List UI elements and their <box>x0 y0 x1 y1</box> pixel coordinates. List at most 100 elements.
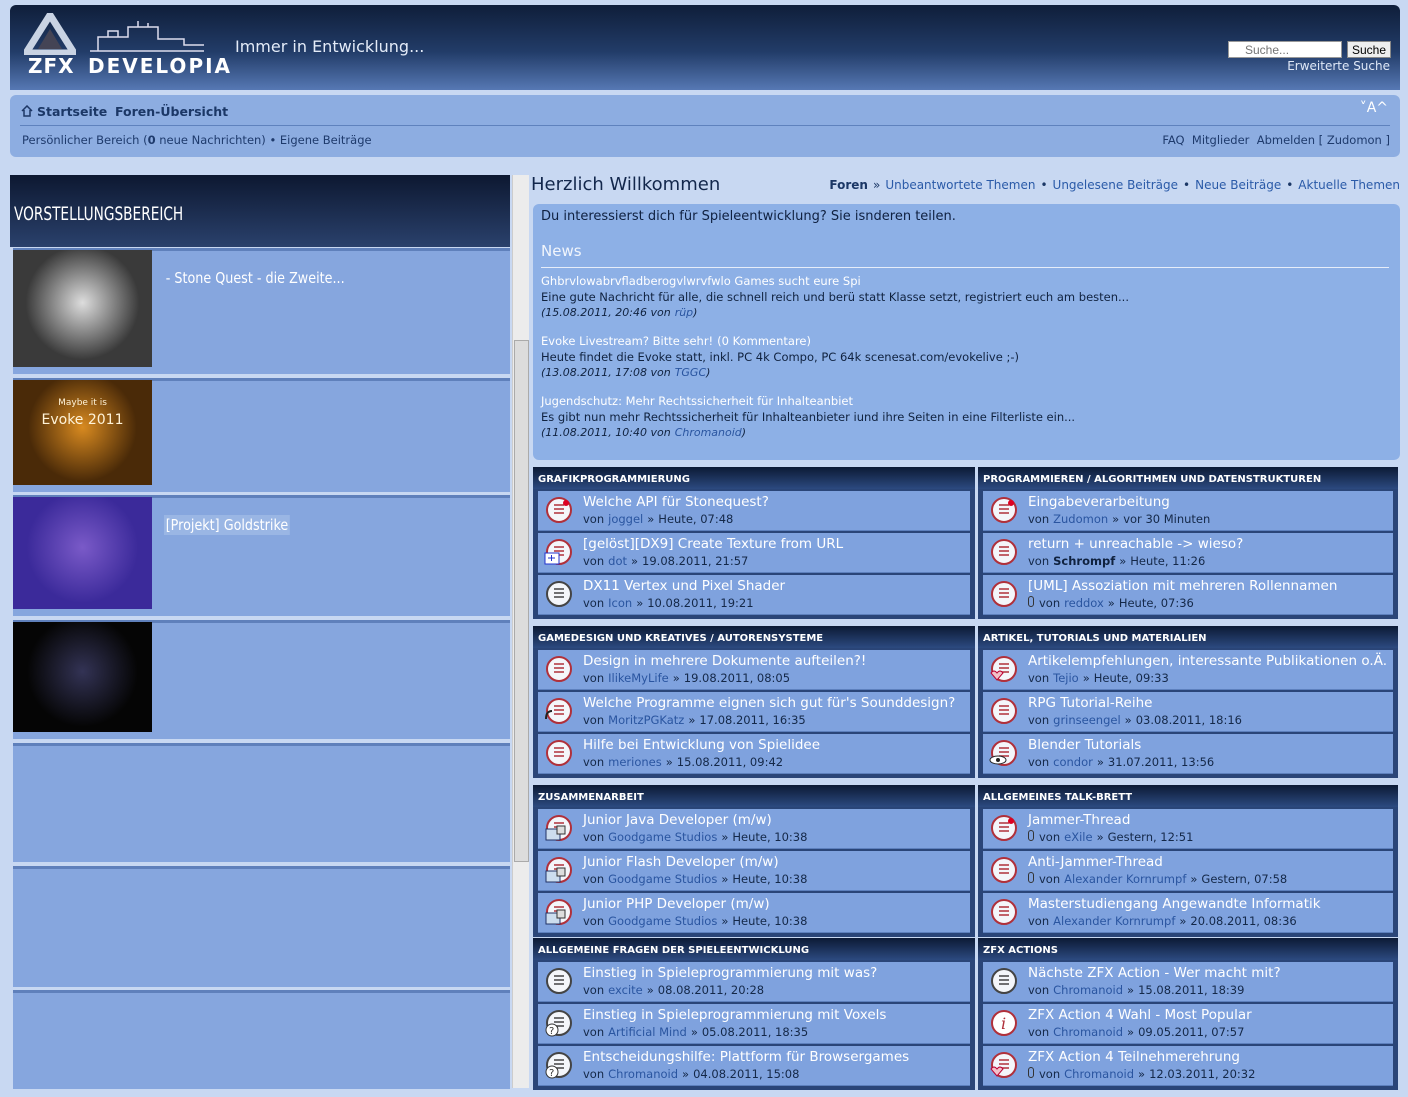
scroll-thumb[interactable] <box>514 340 529 862</box>
topic-title[interactable]: Welche Programme eignen sich gut für's S… <box>583 695 956 711</box>
topic-row[interactable]: Junior PHP Developer (m/w) von Goodgame St… <box>538 893 970 933</box>
topic-author[interactable]: IlikeMyLife <box>608 671 669 685</box>
topic-author[interactable]: Schrompf <box>1053 554 1116 568</box>
quick-link[interactable]: Aktuelle Themen <box>1298 178 1400 192</box>
topic-row[interactable]: RPG Tutorial-Reihe von grinseengel» 03.08.2… <box>983 692 1393 732</box>
breadcrumb[interactable]: Foren-Übersicht <box>115 104 229 119</box>
breadcrumb[interactable]: Startseite <box>37 104 108 119</box>
topic-row[interactable]: ? Entscheidungshilfe: Plattform für Brows… <box>538 1046 970 1086</box>
topic-title[interactable]: [gelöst][DX9] Create Texture from URL <box>583 536 844 552</box>
topic-author[interactable]: reddox <box>1064 596 1104 610</box>
topic-author[interactable]: excite <box>608 983 643 997</box>
topic-row[interactable]: [UML] Assoziation mit mehreren Rollennam… <box>983 575 1393 615</box>
topic-author[interactable]: Icon <box>608 596 633 610</box>
topic-title[interactable]: [UML] Assoziation mit mehreren Rollennam… <box>1028 578 1338 594</box>
topic-author[interactable]: Artificial Mind <box>608 1025 687 1039</box>
topic-row[interactable]: Junior Flash Developer (m/w) von Goodgame … <box>538 851 970 891</box>
topic-author[interactable]: Alexander Kornrumpf <box>1053 914 1176 928</box>
topic-row[interactable]: Welche Programme eignen sich gut für's S… <box>538 692 970 732</box>
quick-link[interactable]: Ungelesene Beiträge <box>1052 178 1179 192</box>
topic-row[interactable]: Masterstudiengang Angewandte Informatik v… <box>983 893 1393 933</box>
topic-row[interactable]: Eingabeverarbeitung von Zudomon» vor 30 Min… <box>983 491 1393 531</box>
topic-title[interactable]: Welche API für Stonequest? <box>583 494 769 510</box>
topic-title[interactable]: ZFX Action 4 Wahl - Most Popular <box>1028 1007 1252 1023</box>
topic-author[interactable]: Zudomon <box>1053 512 1109 526</box>
topic-title[interactable]: Junior PHP Developer (m/w) <box>583 896 770 912</box>
topic-row[interactable]: Anti-Jammer-Thread von Alexander Kornrumpf… <box>983 851 1393 891</box>
search-button[interactable]: Suche <box>1347 41 1392 58</box>
news-comments[interactable]: (0 Kommentare) <box>717 334 811 348</box>
topic-title[interactable]: Anti-Jammer-Thread <box>1028 854 1163 870</box>
topic-author[interactable]: Alexander Kornrumpf <box>1064 872 1187 886</box>
messages-link[interactable]: neue Nachrichten) <box>159 133 266 147</box>
topic-author[interactable]: Goodgame Studios <box>608 872 718 886</box>
news-title[interactable]: Ghbrvlowabrvfladberogvlwrvfwlo Games suc… <box>541 274 861 288</box>
topic-row[interactable]: DX11 Vertex und Pixel Shader von Icon» 10.0… <box>538 575 970 615</box>
topic-author[interactable]: Chromanoid <box>1053 983 1124 997</box>
members-link[interactable]: Mitglieder <box>1191 133 1250 147</box>
topic-author[interactable]: joggel <box>608 512 644 526</box>
topic-title[interactable]: Junior Java Developer (m/w) <box>583 812 772 828</box>
topic-title[interactable]: Design in mehrere Dokumente aufteilen?! <box>583 653 867 669</box>
font-size-control[interactable]: ˅A^ <box>1359 100 1388 116</box>
topic-row[interactable]: ZFX Action 4 Teilnehmerehrung von Chromano… <box>983 1046 1393 1086</box>
topic-title[interactable]: RPG Tutorial-Reihe <box>1028 695 1153 711</box>
topic-title[interactable]: Masterstudiengang Angewandte Informatik <box>1028 896 1321 912</box>
topic-title[interactable]: Blender Tutorials <box>1028 737 1142 753</box>
topic-title[interactable]: return + unreachable -> wieso? <box>1028 536 1244 552</box>
topic-row[interactable]: Jammer-Thread von eXile» Gestern, 12:51 <box>983 809 1393 849</box>
topic-row[interactable]: Design in mehrere Dokumente aufteilen?! v… <box>538 650 970 690</box>
topic-row[interactable]: Welche API für Stonequest? von joggel» Heut… <box>538 491 970 531</box>
topic-title[interactable]: Einstieg in Spieleprogrammierung mit was… <box>583 965 878 981</box>
topic-author[interactable]: Tejio <box>1053 671 1079 685</box>
topic-title[interactable]: Hilfe bei Entwicklung von Spielidee <box>583 737 821 753</box>
topic-author[interactable]: MoritzPGKatz <box>608 713 685 727</box>
topic-author[interactable]: Chromanoid <box>608 1067 679 1081</box>
faq-link[interactable]: FAQ <box>1162 133 1185 147</box>
topic-author[interactable]: condor <box>1053 755 1093 769</box>
topic-author[interactable]: Chromanoid <box>1064 1067 1135 1081</box>
topic-title[interactable]: Einstieg in Spieleprogrammierung mit Vox… <box>583 1007 887 1023</box>
topic-title[interactable]: Nächste ZFX Action - Wer macht mit? <box>1028 965 1281 981</box>
topic-row[interactable]: Blender Tutorials von condor» 31.07.2011, 1… <box>983 734 1393 774</box>
news-author[interactable]: Chromanoid <box>674 426 742 439</box>
topic-row[interactable]: ? Einstieg in Spieleprogrammierung mit Vo… <box>538 1004 970 1044</box>
topic-title[interactable]: Entscheidungshilfe: Plattform für Browse… <box>583 1049 910 1065</box>
news-author[interactable]: rüp <box>674 306 694 319</box>
quick-link[interactable]: Neue Beiträge <box>1195 178 1282 192</box>
topic-row[interactable]: Hilfe bei Entwicklung von Spielidee von me… <box>538 734 970 774</box>
news-title[interactable]: Jugendschutz: Mehr Rechtssicherheit für … <box>541 394 853 408</box>
topic-title[interactable]: Artikelempfehlungen, interessante Publik… <box>1028 653 1387 669</box>
topic-row[interactable]: [gelöst][DX9] Create Texture from URL von… <box>538 533 970 573</box>
topic-author[interactable]: Chromanoid <box>1053 1025 1124 1039</box>
personal-link[interactable]: Persönlicher Bereich ( <box>22 133 148 147</box>
news-title[interactable]: Evoke Livestream? Bitte sehr! <box>541 334 714 348</box>
quick-link[interactable]: Unbeantwortete Themen <box>885 178 1036 192</box>
own-posts-link[interactable]: Eigene Beiträge <box>279 133 372 147</box>
topic-author[interactable]: Goodgame Studios <box>608 830 718 844</box>
topic-row[interactable]: return + unreachable -> wieso? von Schromp… <box>983 533 1393 573</box>
topic-title[interactable]: Eingabeverarbeitung <box>1028 494 1170 510</box>
topic-row[interactable]: Junior Java Developer (m/w) von Goodgame S… <box>538 809 970 849</box>
topic-title[interactable]: Junior Flash Developer (m/w) <box>583 854 779 870</box>
quick-link[interactable]: Foren <box>829 178 868 192</box>
topic-author[interactable]: grinseengel <box>1053 713 1121 727</box>
topic-author[interactable]: dot <box>608 554 627 568</box>
showcase-label[interactable]: - Stone Quest - die Zweite... <box>165 269 345 287</box>
topic-author[interactable]: eXile <box>1064 830 1093 844</box>
topic-row[interactable]: Einstieg in Spieleprogrammierung mit was… <box>538 962 970 1002</box>
advanced-search-link[interactable]: Erweiterte Suche <box>1287 59 1390 73</box>
topic-author[interactable]: meriones <box>608 755 662 769</box>
topic-row[interactable]: i ZFX Action 4 Wahl - Most Popular von Chro… <box>983 1004 1393 1044</box>
topic-author[interactable]: Goodgame Studios <box>608 914 718 928</box>
scrollbar[interactable] <box>512 175 529 1088</box>
topic-row[interactable]: Artikelempfehlungen, interessante Publik… <box>983 650 1393 690</box>
showcase-label[interactable]: [Projekt] Goldstrike <box>164 515 290 535</box>
topic-row[interactable]: Nächste ZFX Action - Wer macht mit? von Ch… <box>983 962 1393 1002</box>
logout-link[interactable]: Abmelden [ Zudomon ] <box>1256 133 1390 147</box>
topic-title[interactable]: Jammer-Thread <box>1028 812 1131 828</box>
news-author[interactable]: TGGC <box>674 366 707 379</box>
topic-title[interactable]: DX11 Vertex und Pixel Shader <box>583 578 786 594</box>
topic-title[interactable]: ZFX Action 4 Teilnehmerehrung <box>1028 1049 1240 1065</box>
search-input[interactable] <box>1228 41 1342 58</box>
